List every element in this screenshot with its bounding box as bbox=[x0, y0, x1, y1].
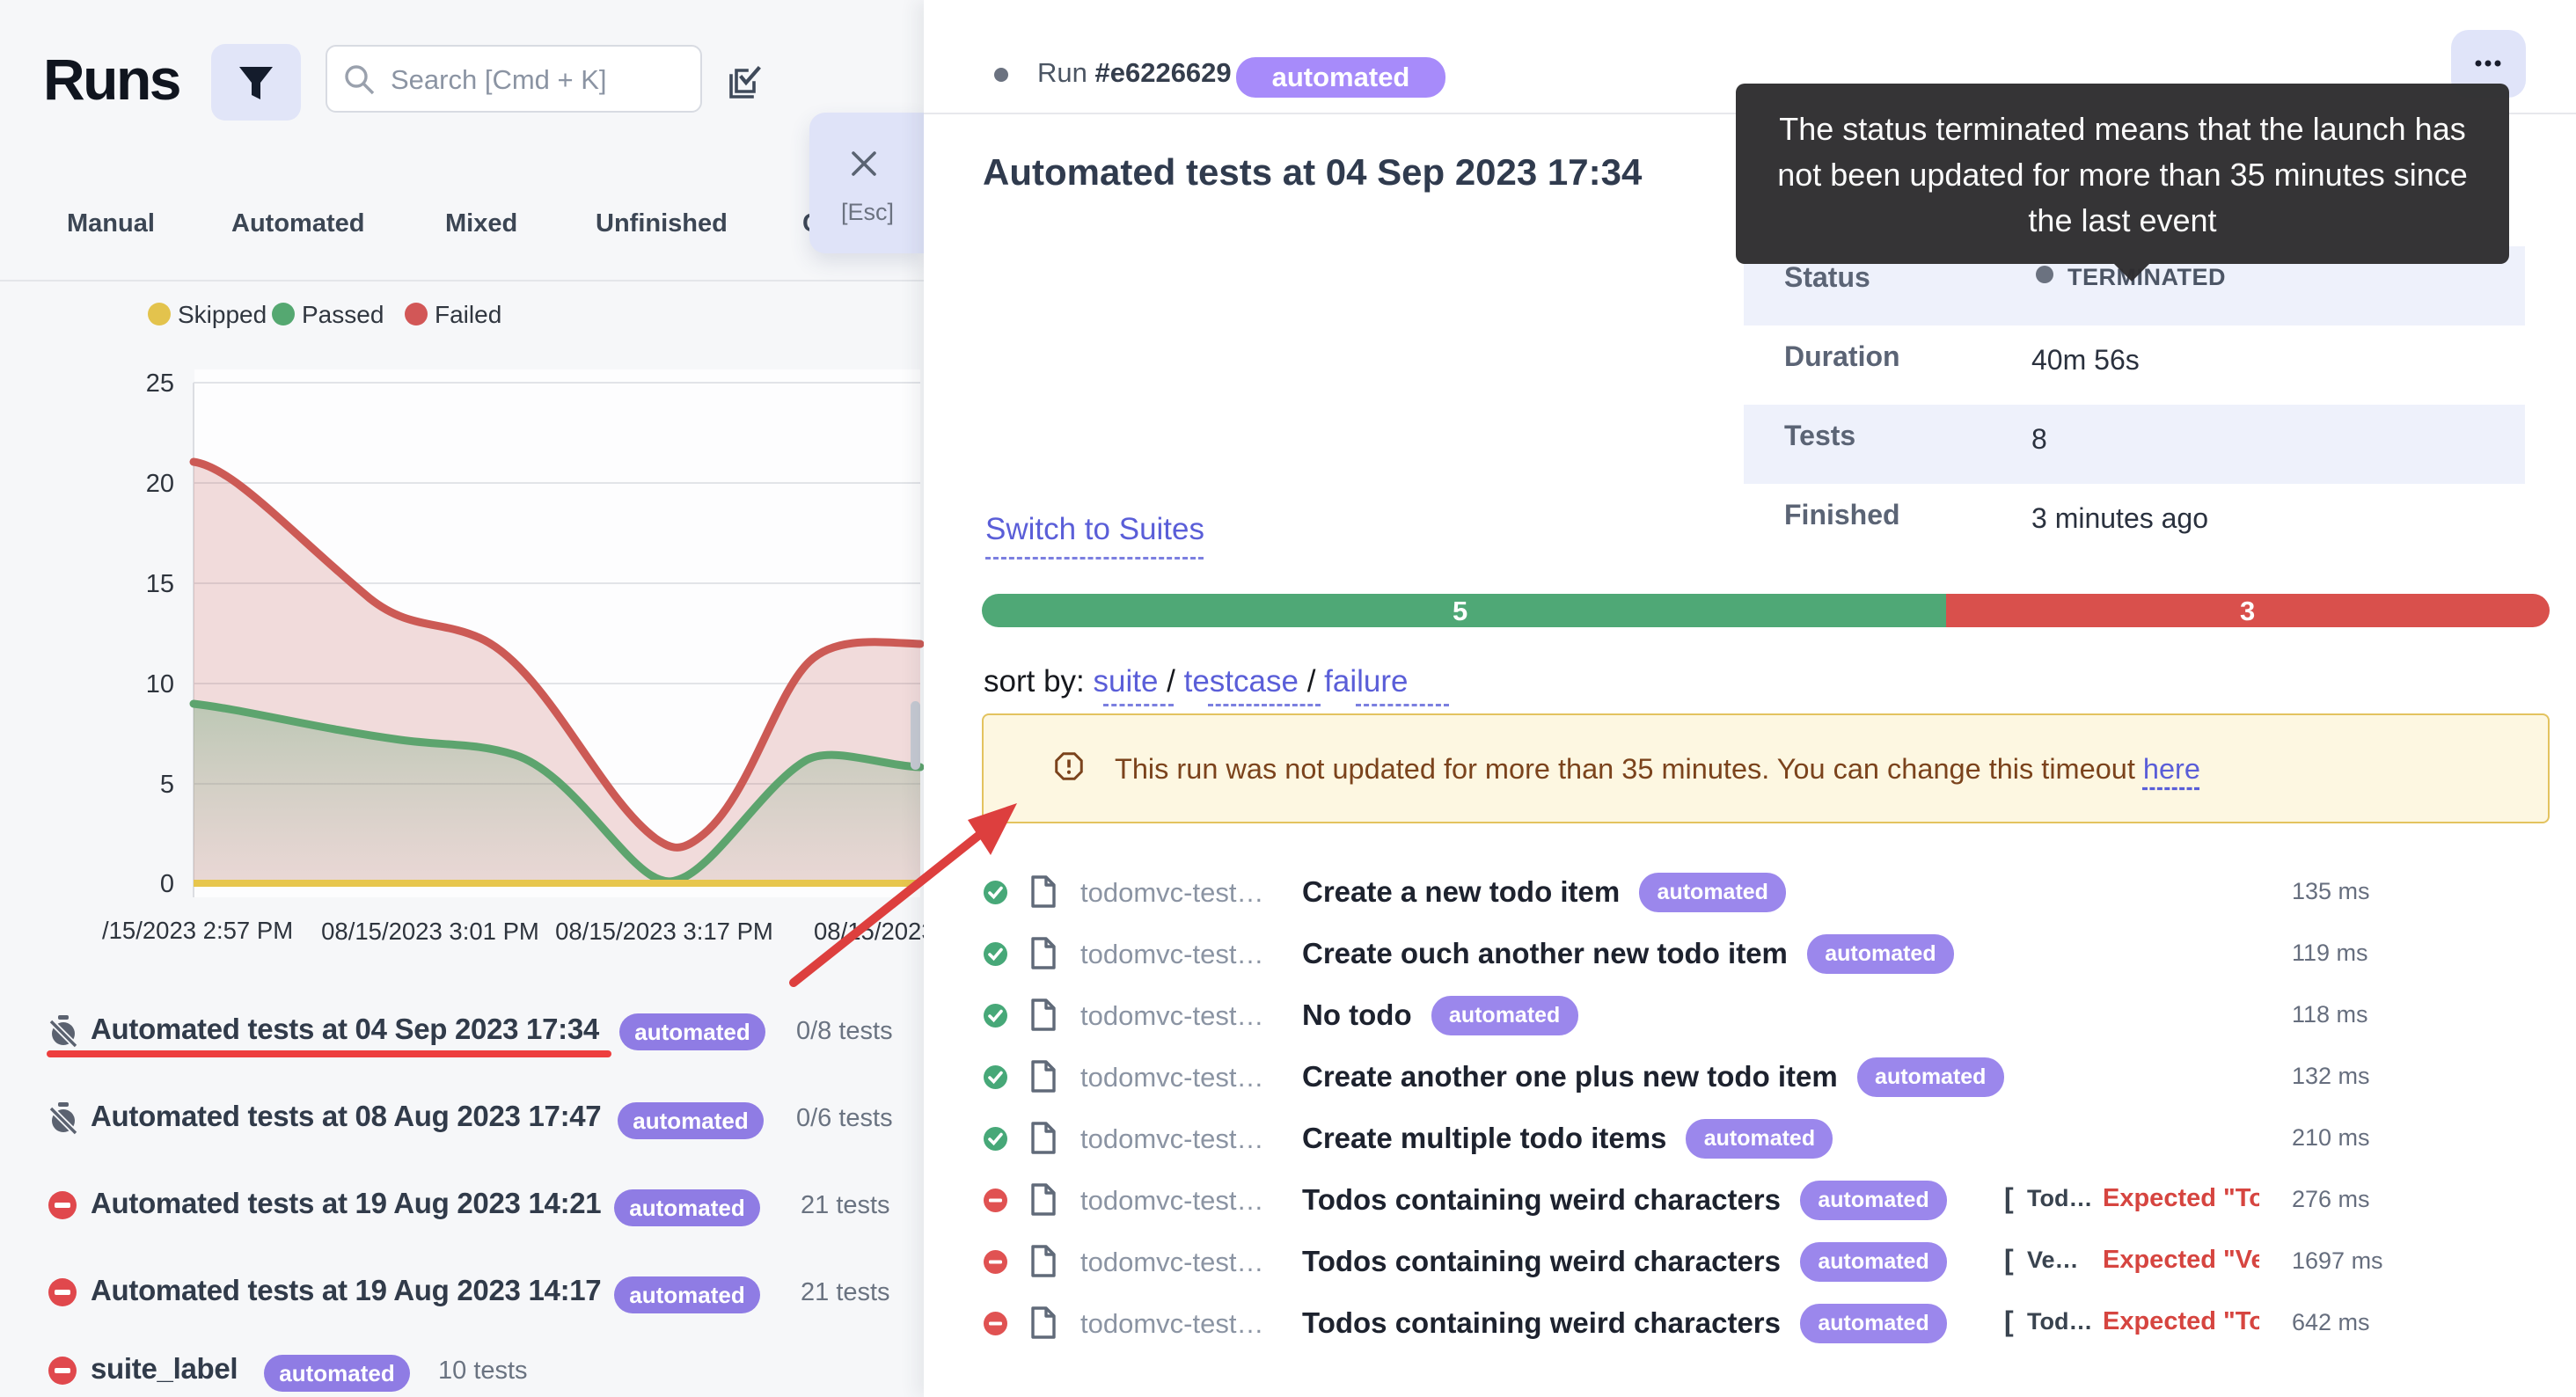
svg-text:/15/2023 2:57 PM: /15/2023 2:57 PM bbox=[102, 917, 293, 944]
svg-text:0: 0 bbox=[160, 870, 174, 898]
svg-text:15: 15 bbox=[146, 570, 174, 598]
svg-text:08/15/2023 3:01 PM: 08/15/2023 3:01 PM bbox=[321, 918, 539, 945]
svg-text:5: 5 bbox=[160, 771, 174, 799]
svg-text:25: 25 bbox=[146, 369, 174, 398]
svg-text:20: 20 bbox=[146, 470, 174, 498]
svg-text:08/15/2023 3:17 PM: 08/15/2023 3:17 PM bbox=[555, 918, 773, 945]
svg-text:10: 10 bbox=[146, 670, 174, 698]
